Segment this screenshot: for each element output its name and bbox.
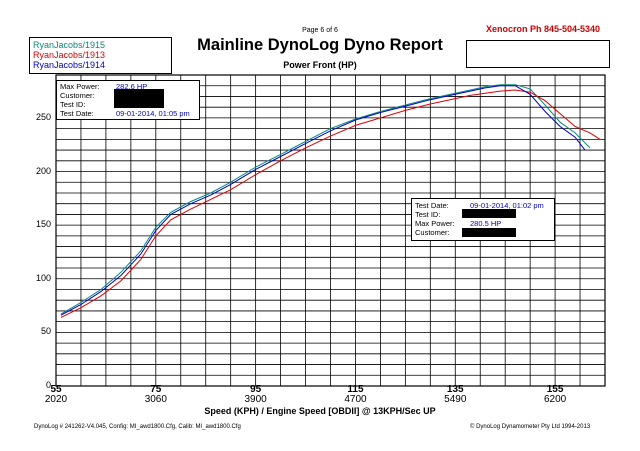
series-line-2 xyxy=(60,89,601,318)
chart-series xyxy=(60,84,601,318)
series-line-3 xyxy=(60,85,586,316)
redacted-block xyxy=(114,89,164,108)
report-title: Mainline DynoLog Dyno Report xyxy=(197,36,443,54)
y-tick-label: 200 xyxy=(35,165,51,176)
empty-box xyxy=(466,40,610,68)
info1-row-customer: Customer: xyxy=(60,91,95,100)
y-tick-label: 100 xyxy=(35,272,51,283)
info-box-2: Test Date: 09-01-2014, 01:02 pm Test ID:… xyxy=(411,198,555,241)
info2-row-customer: Customer: xyxy=(415,228,450,237)
footer-config: DynoLog # 241262-V4.045, Config: MI_awd1… xyxy=(34,424,241,430)
redacted-block xyxy=(462,228,516,237)
contact-phone: Xenocron Ph 845-504-5340 xyxy=(486,24,601,34)
legend-item-1915: RyanJacobs/1915 xyxy=(33,40,106,50)
x-tick-label-rpm: 3900 xyxy=(244,394,267,405)
x-tick-label-rpm: 2020 xyxy=(44,394,68,405)
chart-grid xyxy=(55,74,606,387)
chart-subtitle: Power Front (HP) xyxy=(283,60,357,70)
x-tick-label-speed: 155 xyxy=(546,384,564,395)
x-tick-label-speed: 135 xyxy=(446,384,464,395)
x-tick-label-speed: 95 xyxy=(250,384,262,395)
info1-row-test-id: Test ID: xyxy=(60,100,86,109)
info2-row-test-date: Test Date: 09-01-2014, 01:02 pm xyxy=(415,201,544,210)
x-tick-label-rpm: 4700 xyxy=(344,394,367,405)
info2-row-max-power: Max Power: 280.5 HP xyxy=(415,219,502,228)
x-tick-label-speed: 115 xyxy=(347,384,364,395)
y-tick-label: 150 xyxy=(35,219,51,230)
redacted-block xyxy=(462,209,516,218)
footer-copyright: © DynoLog Dynamometer Pty Ltd 1994-2013 xyxy=(470,424,591,430)
x-tick-label-rpm: 6200 xyxy=(543,394,567,405)
series-line-1 xyxy=(60,84,591,315)
x-tick-label-rpm: 5490 xyxy=(444,394,467,405)
y-tick-label: 250 xyxy=(35,111,51,122)
info-box-1: Max Power: 282.6 HP Customer: Test ID: T… xyxy=(56,80,200,120)
y-tick-label: 50 xyxy=(40,326,51,337)
legend: RyanJacobs/1915 RyanJacobs/1913 RyanJaco… xyxy=(29,37,172,74)
info1-row-test-date: Test Date: 09-01-2014, 01:05 pm xyxy=(60,109,190,118)
page-label: Page 6 of 6 xyxy=(302,27,338,34)
y-tick-label: 0 xyxy=(45,380,51,390)
x-tick-label-speed: 75 xyxy=(150,384,162,395)
x-tick-label-rpm: 3060 xyxy=(144,394,167,405)
legend-item-1914: RyanJacobs/1914 xyxy=(33,60,106,70)
x-axis-label: Speed (KPH) / Engine Speed [OBDII] @ 13K… xyxy=(204,406,436,416)
legend-item-1913: RyanJacobs/1913 xyxy=(33,50,106,60)
plot-frame xyxy=(55,74,606,387)
x-tick-label-speed: 55 xyxy=(50,384,62,395)
info2-row-test-id: Test ID: xyxy=(415,210,441,219)
info1-row-max-power: Max Power: 282.6 HP xyxy=(60,82,148,91)
